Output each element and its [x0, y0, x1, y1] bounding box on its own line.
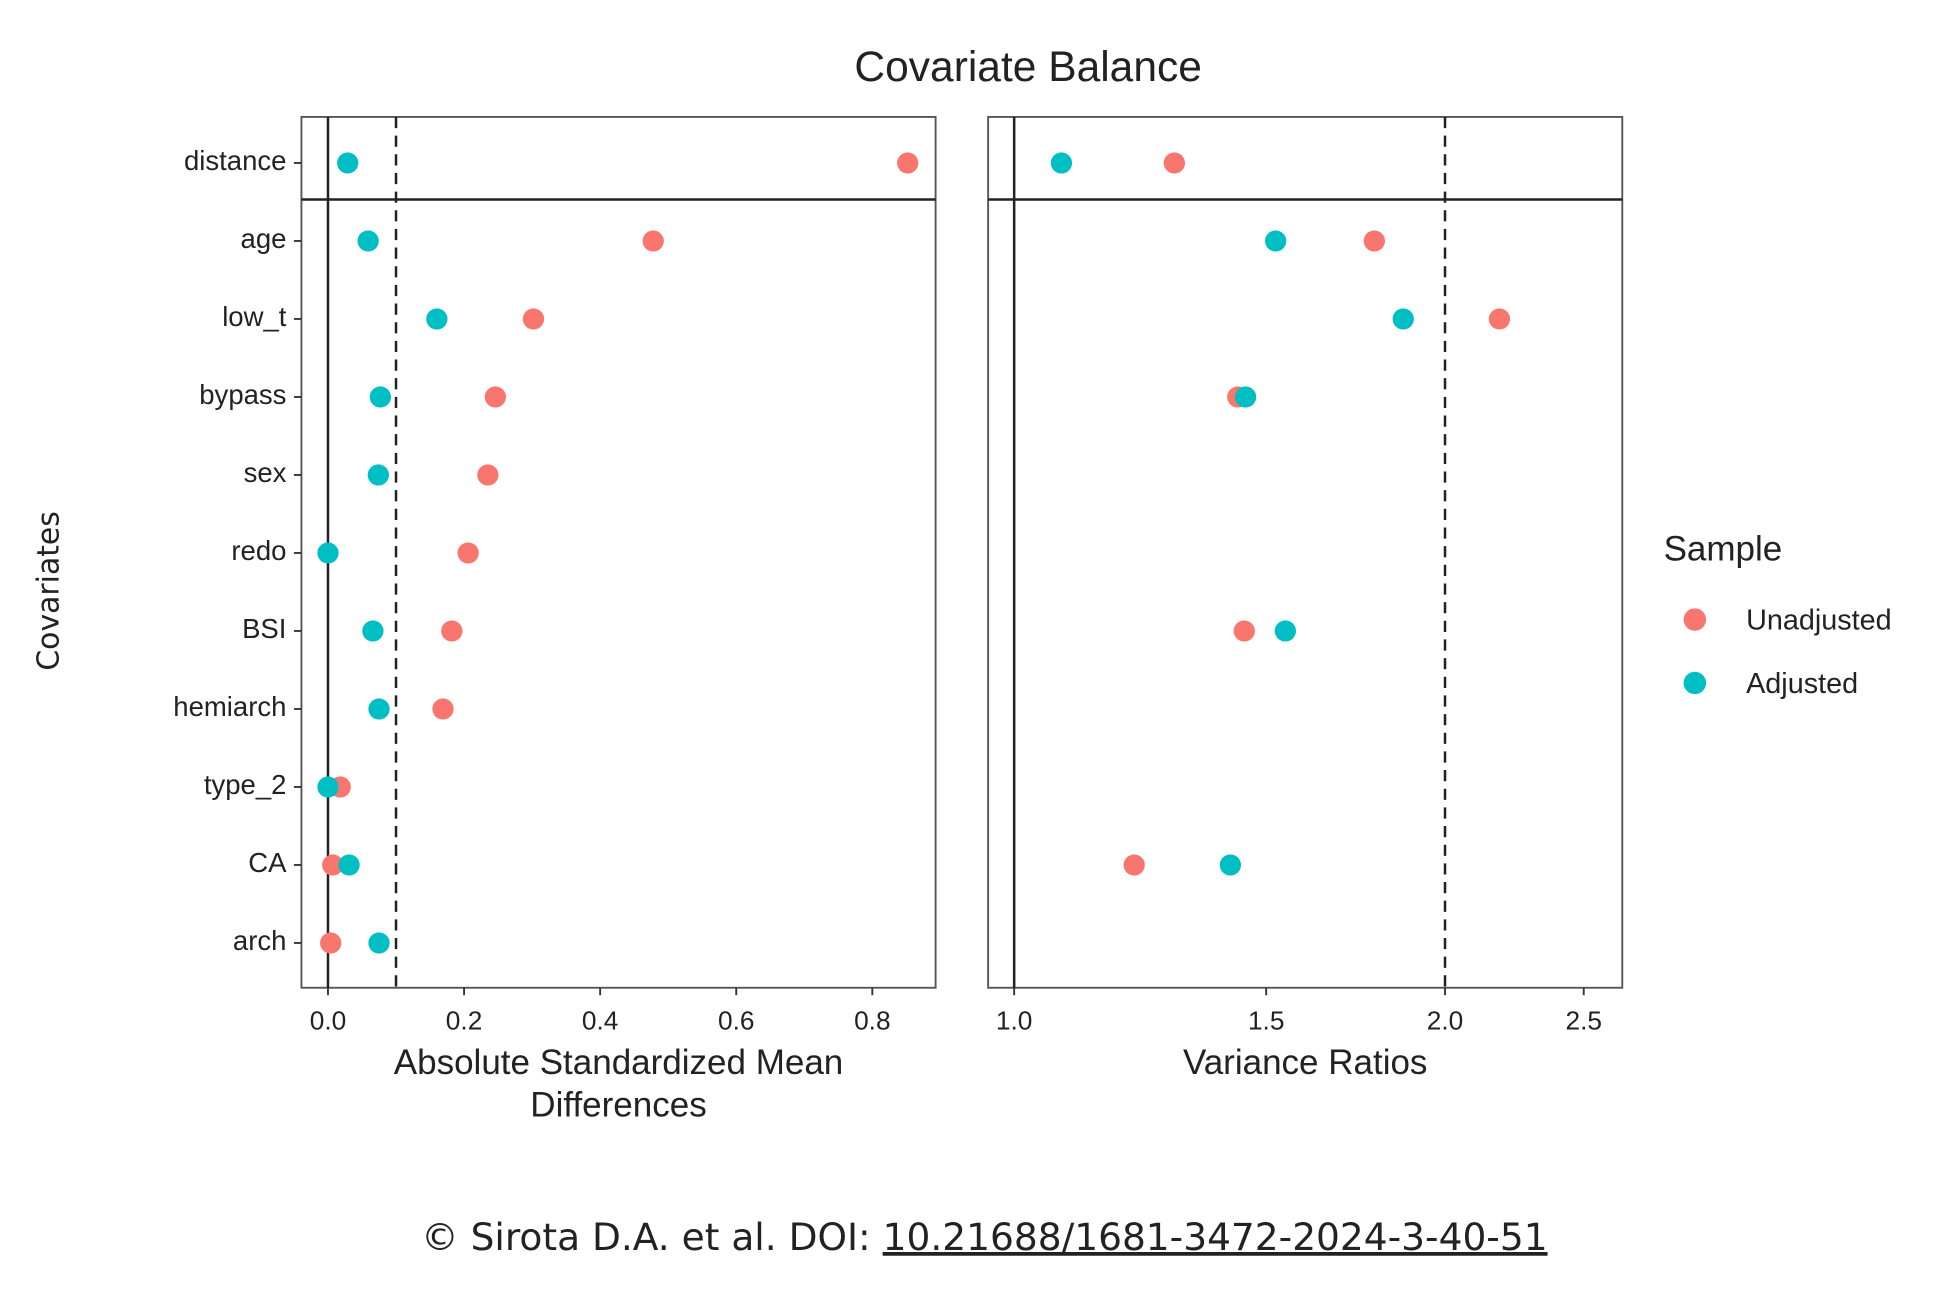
dot [1488, 308, 1511, 330]
y-axis-label: Covariates [31, 511, 66, 671]
dot [457, 542, 479, 564]
dot [1050, 152, 1073, 174]
dot [1163, 152, 1186, 174]
legend-label: Unadjusted [1746, 605, 1892, 637]
y-tick-label: redo [231, 535, 286, 566]
x-tick-label: 1.5 [1248, 1006, 1285, 1036]
dot [1265, 230, 1287, 252]
x-axis-label: Differences [530, 1085, 706, 1124]
x-tick-label: 0.2 [446, 1006, 483, 1036]
y-tick-label: sex [244, 457, 287, 488]
dot [317, 776, 339, 798]
x-tick-label: 0.6 [718, 1006, 755, 1036]
dot [1219, 854, 1242, 876]
legend-label: Adjusted [1746, 668, 1858, 700]
dot [1234, 386, 1257, 408]
dot [1363, 230, 1385, 252]
dot [1274, 620, 1297, 642]
panel-border [987, 116, 1624, 989]
y-tick-label: hemiarch [173, 691, 286, 722]
chart-title: Covariate Balance [854, 43, 1201, 90]
doi-link[interactable]: 10.21688/1681-3472-2024-3-40-51 [883, 1215, 1548, 1259]
dot [642, 230, 664, 252]
dot [357, 230, 379, 252]
dot [522, 308, 545, 330]
y-tick-label: bypass [199, 379, 286, 410]
x-tick-label: 0.8 [854, 1006, 891, 1036]
x-tick-label: 0.0 [310, 1006, 347, 1036]
x-tick-label: 1.0 [996, 1006, 1033, 1036]
dot [1233, 620, 1255, 642]
dot [1123, 854, 1145, 876]
dot [368, 698, 390, 720]
dot [367, 464, 389, 486]
legend-swatch [1683, 671, 1707, 695]
dot [369, 386, 392, 408]
x-tick-label: 2.5 [1565, 1006, 1602, 1036]
y-tick-label: type_2 [204, 769, 287, 800]
y-tick-label: arch [233, 925, 287, 956]
dot [322, 854, 344, 876]
dot [337, 152, 359, 174]
dot [484, 386, 506, 408]
dot [441, 620, 463, 642]
dot [432, 698, 454, 720]
y-tick-label: BSI [242, 613, 286, 644]
dot [320, 932, 342, 954]
dot [362, 620, 384, 642]
caption: © Sirota D.A. et al. DOI: 10.21688/1681-… [421, 1215, 1547, 1259]
legend-swatch [1683, 608, 1707, 631]
caption-text: © Sirota D.A. et al. DOI: [421, 1215, 882, 1259]
legend-title: Sample [1664, 529, 1783, 568]
dot [1392, 308, 1414, 330]
x-tick-label: 2.0 [1427, 1006, 1464, 1036]
dot [426, 308, 448, 330]
y-tick-label: low_t [222, 301, 287, 332]
x-axis-label: Absolute Standardized Mean [394, 1043, 843, 1082]
dot [338, 854, 360, 876]
dot [897, 152, 919, 174]
y-tick-label: distance [184, 145, 286, 176]
dot [477, 464, 499, 486]
dot [317, 542, 339, 564]
y-tick-label: age [241, 223, 287, 254]
y-tick-label: CA [248, 847, 287, 878]
dot [368, 932, 390, 954]
x-tick-label: 0.4 [582, 1006, 619, 1036]
x-axis-label: Variance Ratios [1183, 1043, 1427, 1082]
